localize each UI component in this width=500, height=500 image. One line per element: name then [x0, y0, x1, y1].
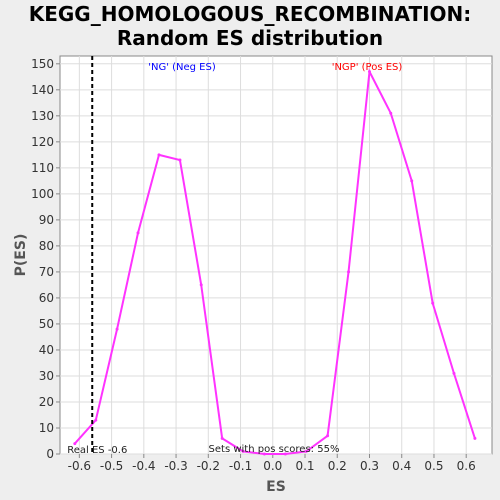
data-point	[115, 327, 119, 331]
x-tick-label: -0.5	[100, 459, 123, 473]
chart-title: KEGG_HOMOLOGOUS_RECOMBINATION: Random ES…	[0, 2, 500, 50]
x-tick-label: -0.2	[197, 459, 220, 473]
data-point	[136, 231, 140, 235]
data-point	[157, 153, 161, 157]
x-axis-label: ES	[266, 479, 286, 495]
x-tick-label: -0.1	[229, 459, 252, 473]
data-point	[262, 452, 266, 456]
x-tick-label: 0.2	[328, 459, 347, 473]
data-point	[283, 452, 287, 456]
data-point	[73, 442, 77, 446]
y-tick-label: 120	[31, 135, 54, 149]
y-tick-label: 60	[39, 291, 54, 305]
y-tick-label: 150	[31, 57, 54, 71]
x-tick-label: 0.3	[360, 459, 379, 473]
y-tick-label: 100	[31, 187, 54, 201]
grid-lines	[60, 56, 492, 455]
pos-es-label: 'NGP' (Pos ES)	[332, 62, 403, 73]
y-axis-label: P(ES)	[13, 234, 29, 277]
x-tick-label: -0.4	[132, 459, 155, 473]
data-point	[347, 270, 351, 274]
chart-subtitle: Random ES distribution	[116, 26, 384, 50]
y-tick-label: 110	[31, 161, 54, 175]
x-tick-label: 0.4	[392, 459, 411, 473]
y-tick-label: 140	[31, 83, 54, 97]
x-tick-label: 0.5	[424, 459, 443, 473]
y-tick-label: 50	[39, 317, 54, 331]
data-point	[367, 70, 371, 74]
data-point	[199, 283, 203, 287]
y-tick-label: 10	[39, 421, 54, 435]
x-tick-label: 0.6	[457, 459, 476, 473]
data-point	[326, 434, 330, 438]
data-point	[431, 301, 435, 305]
plot-area	[59, 55, 493, 455]
x-tick-label: 0.1	[295, 459, 314, 473]
data-point	[241, 449, 245, 453]
y-tick-label: 80	[39, 239, 54, 253]
y-tick-label: 90	[39, 213, 54, 227]
axis-ticks: 0 10 20 30 40 50 60 70 80 90 100 110 120 130 140 150 -0.…	[31, 57, 476, 473]
x-tick-label: 0.0	[263, 459, 282, 473]
es-distribution-line	[74, 68, 476, 455]
y-tick-label: 0	[46, 447, 54, 461]
x-tick-label: -0.6	[68, 459, 91, 473]
y-tick-label: 130	[31, 109, 54, 123]
y-tick-label: 40	[39, 343, 54, 357]
data-point	[410, 179, 414, 183]
data-point	[220, 436, 224, 440]
pos-scores-label: Sets with pos scores: 55%	[209, 444, 340, 455]
data-point	[452, 371, 456, 375]
neg-es-label: 'NG' (Neg ES)	[148, 62, 216, 73]
data-point	[94, 418, 98, 422]
y-tick-label: 20	[39, 395, 54, 409]
y-tick-label: 30	[39, 369, 54, 383]
data-point	[178, 158, 182, 162]
chart-title-line: KEGG_HOMOLOGOUS_RECOMBINATION:	[28, 2, 472, 26]
data-point	[473, 436, 477, 440]
real-es-label: Real ES -0.6	[67, 445, 127, 456]
data-point	[304, 449, 308, 453]
x-tick-label: -0.3	[164, 459, 187, 473]
series-layer	[73, 68, 477, 456]
data-point	[389, 111, 393, 115]
y-tick-label: 70	[39, 265, 54, 279]
